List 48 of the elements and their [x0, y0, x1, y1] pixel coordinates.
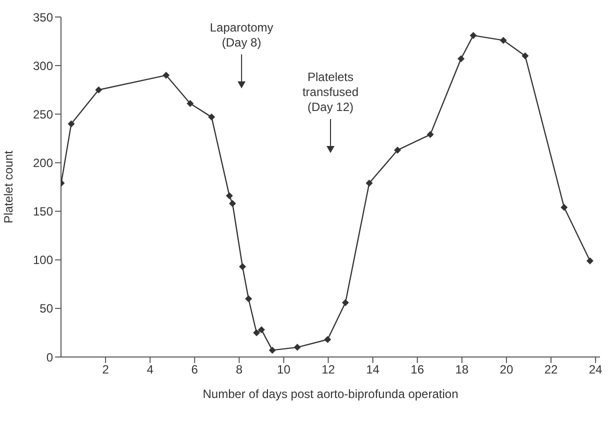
- x-axis-title: Number of days post aorto-biprofunda operation: [202, 387, 458, 401]
- point: [560, 204, 568, 211]
- x-tick-label: 22: [544, 362, 558, 377]
- x-tick-label: 8: [236, 362, 243, 377]
- y-tick-label: 0: [46, 350, 54, 364]
- x-tick-label: 12: [322, 362, 336, 377]
- point: [239, 263, 246, 270]
- point: [366, 180, 373, 187]
- x-tick-label: 14: [366, 362, 380, 377]
- y-tick-label: 250: [32, 107, 54, 122]
- point: [68, 120, 75, 128]
- point: [162, 72, 170, 79]
- point: [226, 192, 233, 200]
- point: [426, 131, 434, 138]
- point: [394, 146, 402, 154]
- y-tick-label: 350: [32, 10, 54, 24]
- point: [229, 200, 236, 208]
- y-axis-title: Platelet count: [1, 150, 16, 224]
- point: [458, 55, 465, 62]
- point: [470, 32, 477, 39]
- point: [586, 257, 594, 264]
- point: [208, 114, 216, 121]
- point: [342, 299, 349, 306]
- x-tick-label: 2: [102, 362, 110, 377]
- point: [522, 52, 529, 60]
- annotation: Platelets transfused (Day 12): [302, 70, 359, 114]
- annotation: Laparotomy (Day 8): [210, 20, 274, 50]
- y-tick-label: 200: [32, 156, 54, 170]
- y-tick-label: 100: [32, 253, 54, 268]
- point: [500, 36, 507, 44]
- point: [95, 86, 102, 94]
- point: [186, 100, 194, 107]
- x-tick-label: 10: [277, 362, 291, 377]
- point: [294, 344, 301, 351]
- x-tick-label: 6: [191, 362, 198, 377]
- x-tick-label: 20: [500, 362, 514, 377]
- y-tick-label: 300: [32, 58, 54, 73]
- point: [268, 346, 276, 354]
- x-tick-label: 24: [588, 362, 603, 377]
- point: [245, 295, 252, 302]
- x-tick-label: 4: [146, 362, 154, 377]
- y-tick-label: 150: [32, 204, 54, 219]
- y-tick-label: 50: [40, 302, 54, 316]
- x-tick-label: 16: [410, 362, 424, 377]
- point: [324, 336, 332, 344]
- point: [253, 329, 260, 336]
- point: [258, 326, 265, 334]
- x-tick-label: 18: [455, 362, 469, 377]
